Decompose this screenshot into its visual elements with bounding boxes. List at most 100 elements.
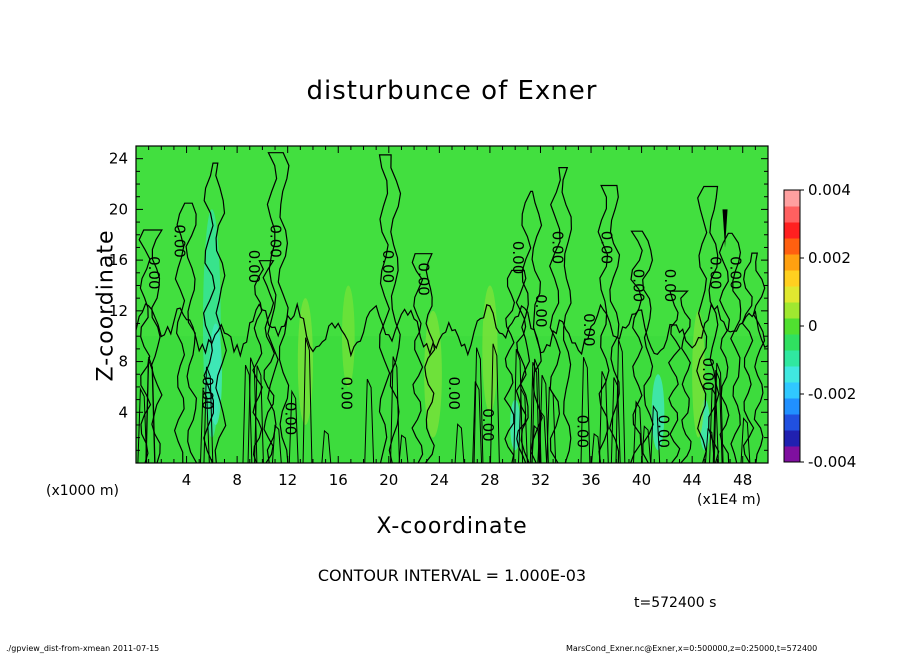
colorbar-segment [784, 414, 800, 431]
plot-upper-field [136, 146, 768, 337]
contour-line [610, 377, 621, 463]
contour-line [288, 389, 299, 463]
colorbar-segment [784, 286, 800, 303]
contour-line [138, 229, 163, 463]
colorbar-segment [784, 350, 800, 367]
x-tick-label: 28 [480, 471, 499, 489]
colorbar-segment [784, 302, 800, 319]
shaded-patch-6 [342, 285, 355, 387]
y-tick-label: 4 [118, 403, 128, 421]
x-tick-label: 12 [278, 471, 297, 489]
footer-left: ./gpview_dist-from-xmean 2011-07-15 [6, 644, 160, 653]
contour-line [490, 343, 500, 463]
colorbar-segment [784, 222, 800, 239]
shaded-patch-8 [482, 285, 498, 413]
contour-label: 0.00 [198, 377, 216, 410]
colorbar-tick-label: 0 [808, 317, 818, 335]
contour-line [173, 202, 198, 463]
shaded-patch-7 [424, 310, 442, 438]
contour-line [615, 339, 626, 463]
contour-label: 0.00 [267, 224, 285, 257]
x-tick-label: 32 [531, 471, 550, 489]
contour-line [271, 424, 282, 463]
contour-line [321, 429, 332, 463]
contour-line [473, 347, 484, 463]
contour-label: 0.00 [706, 256, 724, 289]
contour-line [549, 167, 573, 463]
contour-line [696, 185, 720, 463]
contour-dense-spot [722, 209, 728, 248]
contour-line [145, 356, 156, 463]
shaded-patch-3 [651, 374, 665, 451]
contour-label: 0.00 [580, 313, 598, 346]
contour-lines [136, 152, 768, 463]
contour-line [597, 184, 621, 463]
x-axis-label: X-coordinate [376, 514, 528, 539]
contour-line [712, 369, 723, 463]
contour-line [713, 362, 724, 463]
footer-right: MarsCond_Exner.nc@Exner,x=0:500000,z=0:2… [566, 644, 818, 653]
contour-line [633, 400, 643, 463]
contour-label: 0.00 [379, 250, 397, 283]
colorbar-segment [784, 254, 800, 271]
time-label: t=572400 s [634, 595, 717, 611]
x-scale-label: (x1E4 m) [697, 492, 761, 508]
x-unit-label: (x1000 m) [46, 483, 119, 499]
contour-label: 0.00 [414, 262, 432, 295]
contour-line [531, 424, 542, 463]
contour-line [529, 361, 540, 463]
contour-line [364, 378, 375, 463]
contour-line [537, 409, 548, 463]
contour-line [242, 364, 253, 463]
x-tick-label: 44 [683, 471, 702, 489]
contour-line [718, 232, 742, 463]
x-tick-label: 24 [430, 471, 449, 489]
contour-line [302, 337, 313, 463]
contour-line [503, 269, 527, 463]
contour-line [650, 404, 661, 463]
colorbar-tick-label: -0.002 [808, 385, 856, 403]
contour-line [254, 365, 264, 463]
y-tick-label: 20 [109, 200, 128, 218]
contour-line [598, 371, 609, 463]
contour-label: 0.00 [548, 231, 566, 264]
contour-line [203, 366, 214, 463]
contour-label: 0.00 [655, 415, 673, 448]
colorbar-tick-label: 0.004 [808, 181, 851, 199]
contour-label: 0.00 [574, 415, 592, 448]
contour-line [137, 387, 148, 463]
contour-label: 0.00 [479, 408, 497, 441]
contour-label: 0.00 [661, 269, 679, 302]
y-axis-label: Z-coordinate [93, 229, 119, 382]
colorbar-segment [784, 382, 800, 399]
colorbar-segment [784, 270, 800, 287]
x-tick-label: 40 [632, 471, 651, 489]
contour-label: 0.00 [509, 241, 527, 274]
contour-line [202, 162, 227, 463]
contour-line [518, 387, 528, 463]
contour-label: 0.00 [445, 377, 463, 410]
contour-line [252, 260, 275, 463]
contour-line [411, 253, 436, 463]
x-tick-label: 20 [379, 471, 398, 489]
contour-label: 0.00 [727, 256, 745, 289]
colorbar-segment [784, 430, 800, 447]
contour-line [199, 388, 210, 463]
contour-label: 0.00 [245, 250, 263, 283]
contour-line [539, 374, 549, 463]
contour-line [513, 348, 524, 463]
contour-line [740, 417, 751, 463]
contour-label: 0.00 [699, 358, 717, 391]
contour-line [546, 386, 557, 463]
contour-label: 0.00 [337, 377, 355, 410]
x-tick-label: 48 [733, 471, 752, 489]
colorbar-segment [784, 318, 800, 335]
contour-line [630, 230, 654, 463]
contour-line [266, 152, 290, 463]
colorbar-segment [784, 366, 800, 383]
y-tick-label: 24 [109, 150, 128, 168]
colorbar-segment [784, 398, 800, 415]
colorbar-tick-label: -0.004 [808, 453, 856, 471]
contour-line [641, 425, 652, 463]
